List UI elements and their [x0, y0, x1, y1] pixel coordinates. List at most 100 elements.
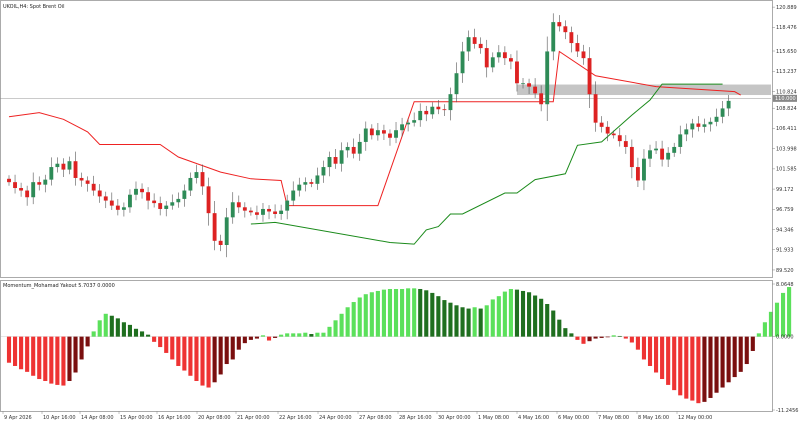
- candle[interactable]: [128, 189, 132, 213]
- candle[interactable]: [357, 133, 362, 161]
- candle[interactable]: [648, 144, 652, 168]
- candle[interactable]: [484, 39, 489, 78]
- candle[interactable]: [515, 50, 519, 92]
- candle[interactable]: [388, 129, 392, 146]
- candle[interactable]: [25, 185, 30, 206]
- candle[interactable]: [660, 140, 665, 167]
- candle[interactable]: [43, 174, 48, 193]
- candle[interactable]: [412, 112, 417, 127]
- candle[interactable]: [424, 105, 429, 122]
- candle[interactable]: [97, 184, 102, 203]
- candle[interactable]: [351, 138, 356, 159]
- candle[interactable]: [587, 47, 592, 109]
- candle[interactable]: [242, 202, 247, 218]
- candle[interactable]: [678, 125, 683, 154]
- candle[interactable]: [623, 135, 628, 154]
- candle[interactable]: [309, 178, 314, 188]
- candle[interactable]: [49, 157, 54, 186]
- candle[interactable]: [666, 147, 671, 168]
- candle[interactable]: [230, 192, 235, 224]
- candle[interactable]: [599, 116, 604, 133]
- candle[interactable]: [297, 177, 302, 197]
- candle[interactable]: [73, 151, 78, 186]
- candle[interactable]: [654, 141, 658, 155]
- candle[interactable]: [273, 204, 278, 219]
- candle[interactable]: [140, 183, 144, 199]
- candle[interactable]: [285, 194, 290, 220]
- candle[interactable]: [176, 192, 181, 208]
- candle[interactable]: [593, 81, 598, 132]
- candle[interactable]: [37, 176, 42, 191]
- candle[interactable]: [442, 104, 447, 116]
- candle[interactable]: [690, 118, 695, 138]
- candle[interactable]: [448, 87, 453, 121]
- candle[interactable]: [291, 181, 296, 206]
- candle[interactable]: [466, 30, 471, 61]
- candle[interactable]: [533, 78, 538, 99]
- candle[interactable]: [545, 36, 550, 121]
- candle[interactable]: [255, 205, 259, 220]
- candle[interactable]: [539, 85, 544, 112]
- candle[interactable]: [551, 13, 556, 61]
- candle[interactable]: [315, 167, 320, 190]
- candle[interactable]: [702, 118, 707, 133]
- candle[interactable]: [672, 142, 677, 157]
- candle[interactable]: [617, 127, 622, 147]
- candle[interactable]: [182, 184, 187, 207]
- candle[interactable]: [502, 46, 507, 66]
- candle[interactable]: [557, 15, 562, 32]
- candle[interactable]: [642, 149, 646, 191]
- candle[interactable]: [635, 157, 640, 188]
- candle[interactable]: [418, 103, 423, 127]
- candle[interactable]: [375, 123, 380, 141]
- candle[interactable]: [19, 182, 24, 197]
- candle[interactable]: [115, 199, 120, 216]
- candle[interactable]: [103, 191, 108, 209]
- candle[interactable]: [31, 172, 36, 205]
- candle[interactable]: [363, 121, 368, 151]
- candle[interactable]: [339, 142, 344, 172]
- candle[interactable]: [248, 207, 253, 216]
- candle[interactable]: [696, 116, 701, 132]
- candle[interactable]: [436, 100, 441, 115]
- candle[interactable]: [261, 202, 265, 222]
- candle[interactable]: [13, 174, 17, 194]
- candle[interactable]: [720, 101, 725, 124]
- candle[interactable]: [327, 151, 332, 177]
- candle[interactable]: [400, 117, 405, 137]
- candle[interactable]: [345, 142, 350, 158]
- candle[interactable]: [61, 158, 66, 177]
- candle[interactable]: [581, 44, 586, 65]
- candle[interactable]: [563, 20, 568, 40]
- candle[interactable]: [224, 207, 229, 258]
- candle[interactable]: [569, 26, 574, 53]
- candle[interactable]: [152, 193, 157, 208]
- candle[interactable]: [85, 176, 90, 192]
- candle[interactable]: [726, 95, 731, 117]
- candle[interactable]: [490, 52, 495, 73]
- candle[interactable]: [430, 102, 435, 119]
- candle[interactable]: [7, 175, 11, 186]
- candle[interactable]: [164, 201, 169, 217]
- momentum-pane[interactable]: Momentum_Mohamad Yakout 5.7037 0.0000: [1, 283, 792, 404]
- candle[interactable]: [460, 41, 465, 83]
- candle[interactable]: [527, 78, 531, 94]
- candle[interactable]: [605, 121, 610, 142]
- candle[interactable]: [406, 118, 411, 132]
- candle[interactable]: [478, 37, 483, 54]
- candle[interactable]: [333, 149, 338, 169]
- candle[interactable]: [146, 187, 151, 210]
- candle[interactable]: [508, 54, 513, 70]
- candle[interactable]: [200, 164, 205, 195]
- candle[interactable]: [79, 172, 84, 187]
- candle[interactable]: [472, 28, 477, 49]
- candle[interactable]: [134, 181, 138, 201]
- price-pane[interactable]: UKOIL,H4: Spot Brent Oil: [0, 4, 771, 258]
- candle[interactable]: [206, 177, 211, 226]
- candle[interactable]: [158, 196, 163, 216]
- candle[interactable]: [109, 192, 114, 211]
- candle[interactable]: [91, 175, 96, 196]
- candle[interactable]: [212, 200, 217, 251]
- candle[interactable]: [381, 124, 386, 140]
